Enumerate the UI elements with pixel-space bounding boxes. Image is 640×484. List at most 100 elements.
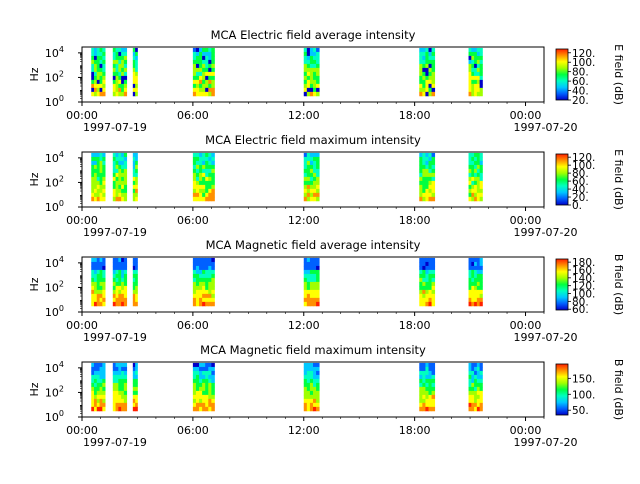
- spectrogram-cell: [115, 176, 119, 182]
- spectrogram-cell: [94, 75, 98, 81]
- spectrogram-cell: [316, 63, 320, 69]
- spectrogram-cell: [195, 176, 200, 182]
- spectrogram-cell: [94, 281, 98, 287]
- spectrogram-cell: [422, 180, 426, 186]
- spectrogram-cell: [132, 257, 136, 263]
- spectrogram-cell: [205, 269, 209, 275]
- spectrogram-cell: [91, 261, 95, 267]
- spectrogram-cell: [303, 370, 308, 376]
- spectrogram-cell: [115, 79, 119, 85]
- spectrogram-cell: [303, 156, 308, 162]
- spectrogram-cell: [419, 281, 423, 287]
- spectrogram-cell: [303, 269, 308, 275]
- spectrogram-cell: [419, 277, 423, 283]
- spectrogram-cell: [428, 301, 432, 307]
- spectrogram-cell: [474, 293, 478, 299]
- spectrogram-cell: [468, 55, 472, 61]
- spectrogram-cell: [316, 402, 320, 408]
- spectrogram-cell: [309, 51, 314, 57]
- spectrogram-cell: [102, 386, 106, 392]
- spectrogram-cell: [132, 71, 136, 77]
- spectrogram-cell: [121, 83, 125, 89]
- spectrogram-cell: [102, 188, 106, 194]
- spectrogram-cell: [309, 289, 314, 295]
- spectrogram-cell: [91, 156, 95, 162]
- spectrogram-cell: [422, 370, 426, 376]
- spectrogram-cell: [123, 156, 128, 162]
- spectrogram-cell: [192, 301, 197, 307]
- spectrogram-cell: [123, 273, 128, 279]
- spectrogram-cell: [313, 370, 317, 376]
- spectrogram-cell: [313, 297, 317, 303]
- spectrogram-cell: [118, 160, 122, 166]
- spectrogram-cell: [428, 269, 432, 275]
- colorbar-tick-label: 120.: [572, 281, 595, 293]
- spectrogram-cell: [313, 285, 317, 291]
- spectrogram-cell: [474, 152, 478, 158]
- spectrogram-cell: [99, 277, 103, 283]
- spectrogram-cell: [316, 188, 320, 194]
- spectrogram-cell: [132, 281, 136, 287]
- spectrogram-cell: [419, 47, 423, 53]
- spectrogram-cell: [479, 402, 483, 408]
- spectrogram-cell: [205, 378, 209, 384]
- spectrogram-cell: [94, 293, 98, 299]
- spectrogram-cell: [474, 289, 478, 295]
- spectrogram-cell: [91, 386, 95, 392]
- spectrogram-cell: [476, 51, 481, 57]
- spectrogram-cell: [195, 378, 200, 384]
- spectrogram-cell: [468, 277, 472, 283]
- spectrogram-cell: [205, 156, 209, 162]
- spectrogram-cell: [306, 176, 311, 182]
- spectrogram-cell: [202, 184, 206, 190]
- spectrogram-cell: [202, 176, 206, 182]
- spectrogram-cell: [115, 152, 119, 158]
- spectrogram-cell: [471, 378, 475, 384]
- spectrogram-cell: [479, 285, 483, 291]
- spectrogram-cell: [316, 366, 320, 372]
- spectrogram-cell: [112, 297, 116, 303]
- spectrogram-cell: [94, 71, 98, 77]
- spectrogram-cell: [96, 374, 100, 380]
- spectrogram-cell: [425, 168, 429, 174]
- spectrogram-cell: [306, 172, 311, 178]
- spectrogram-cell: [211, 51, 215, 57]
- spectrogram-cell: [316, 75, 320, 81]
- spectrogram-cell: [123, 87, 128, 93]
- spectrogram-cell: [202, 71, 206, 77]
- spectrogram-cell: [474, 79, 478, 85]
- spectrogram-cell: [199, 71, 203, 77]
- spectrogram-cell: [195, 87, 200, 93]
- spectrogram-cell: [428, 297, 432, 303]
- spectrogram-cell: [195, 293, 200, 299]
- spectrogram-cell: [121, 156, 125, 162]
- spectrogram-cell: [471, 152, 475, 158]
- y-tick-label: 104: [45, 150, 64, 165]
- spectrogram-cell: [425, 398, 429, 404]
- spectrogram-cell: [208, 156, 212, 162]
- spectrogram-cell: [208, 168, 212, 174]
- spectrogram-cell: [419, 71, 423, 77]
- spectrogram-cell: [422, 402, 426, 408]
- spectrogram-cell: [94, 394, 98, 400]
- spectrogram-cell: [96, 83, 100, 89]
- spectrogram-cell: [118, 289, 122, 295]
- spectrogram-cell: [205, 83, 209, 89]
- spectrogram-cell: [471, 79, 475, 85]
- spectrogram-cell: [309, 71, 314, 77]
- spectrogram-cell: [118, 192, 122, 198]
- spectrogram-cell: [306, 79, 311, 85]
- spectrogram-cell: [313, 164, 317, 170]
- spectrogram-cell: [112, 63, 116, 69]
- spectrogram-cell: [96, 91, 100, 97]
- spectrogram-cell: [112, 156, 116, 162]
- spectrogram-cell: [102, 366, 106, 372]
- spectrogram-cell: [428, 398, 432, 404]
- spectrogram-cell: [316, 156, 320, 162]
- spectrogram-cell: [195, 301, 200, 307]
- spectrogram-cell: [313, 47, 317, 53]
- spectrogram-cell: [431, 75, 436, 81]
- spectrogram-cell: [303, 180, 308, 186]
- x-date-label-end: 1997-07-20: [514, 331, 578, 344]
- spectrogram-cell: [303, 378, 308, 384]
